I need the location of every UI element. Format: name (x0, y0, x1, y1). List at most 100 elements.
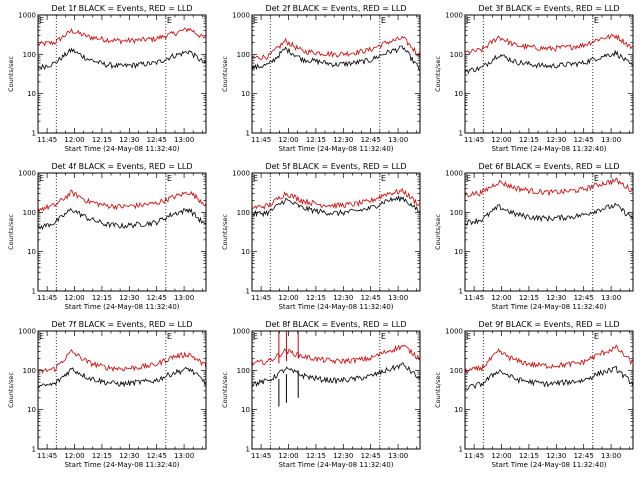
flag-mark: E (167, 332, 172, 341)
series-line-lld (465, 33, 633, 55)
y-tick-label: 10 (454, 90, 463, 98)
y-axis-label: Counts/sec (221, 372, 229, 408)
x-axis-label: Start Time (24-May-08 11:32:40) (64, 303, 179, 311)
series-line-lld (252, 35, 420, 61)
series-line-events (465, 365, 633, 390)
panel-6: Det 6f BLACK = Events, RED = LLD E E 1 10 100… (434, 162, 634, 311)
y-tick-label: 1 (459, 446, 463, 454)
panel-title: Det 5f BLACK = Events, RED = LLD (265, 162, 406, 171)
plot-frame (37, 330, 207, 450)
x-tick-label: 12:45 (361, 294, 381, 302)
x-tick-label: 12:45 (361, 136, 381, 144)
flag-mark: E (381, 332, 386, 341)
x-tick-label: 12:45 (574, 136, 594, 144)
plot-data (252, 331, 420, 407)
plot-frame (464, 330, 634, 450)
plot-data (465, 33, 633, 75)
x-tick-label: 12:30 (546, 136, 566, 144)
series-line-lld (38, 27, 206, 47)
series-line-lld (465, 344, 633, 375)
x-tick-label: 12:15 (519, 136, 539, 144)
panel-8: Det 8f BLACK = Events, RED = LLD E E 1 10 100… (221, 320, 421, 469)
x-tick-label: 12:00 (278, 136, 298, 144)
series-line-lld (465, 177, 633, 198)
y-tick-label: 1000 (232, 170, 250, 178)
y-tick-label: 100 (450, 209, 463, 217)
series-line-events (38, 207, 206, 231)
y-axis-label: Counts/sec (7, 56, 15, 92)
x-axis-label: Start Time (24-May-08 11:32:40) (64, 145, 179, 153)
x-tick-label: 12:15 (92, 452, 112, 460)
x-tick-label: 12:45 (361, 452, 381, 460)
plot-frame (37, 172, 207, 292)
series-line-lld (38, 189, 206, 213)
series-line-events (252, 362, 420, 388)
x-tick-label: 12:30 (333, 294, 353, 302)
flag-mark: E (381, 174, 386, 183)
plot-frame (251, 172, 421, 292)
y-axis-label: Counts/sec (434, 214, 442, 250)
x-tick-label: 12:30 (546, 452, 566, 460)
series-line-lld (38, 349, 206, 375)
y-tick-label: 10 (241, 406, 250, 414)
y-tick-label: 1 (246, 288, 250, 296)
x-tick-label: 12:15 (306, 136, 326, 144)
x-tick-label: 13:00 (601, 136, 621, 144)
y-tick-label: 1 (459, 130, 463, 138)
y-tick-label: 1000 (18, 328, 36, 336)
y-tick-label: 1 (32, 130, 36, 138)
panel-title: Det 8f BLACK = Events, RED = LLD (265, 320, 406, 329)
panel-1: Det 1f BLACK = Events, RED = LLD E E 1 10 100… (7, 4, 207, 153)
plot-data (38, 349, 206, 390)
series-line-lld (252, 344, 420, 366)
x-tick-label: 11:45 (251, 294, 271, 302)
x-tick-label: 11:45 (37, 294, 57, 302)
x-tick-label: 12:15 (306, 294, 326, 302)
x-tick-label: 12:30 (119, 136, 139, 144)
x-tick-label: 13:00 (174, 136, 194, 144)
panel-title: Det 7f BLACK = Events, RED = LLD (51, 320, 192, 329)
flag-mark: E (466, 174, 471, 183)
x-axis-label: Start Time (24-May-08 11:32:40) (491, 303, 606, 311)
x-axis-label: Start Time (24-May-08 11:32:40) (491, 461, 606, 469)
panel-3: Det 3f BLACK = Events, RED = LLD E E 1 10 100… (434, 4, 634, 153)
plot-data (252, 35, 420, 72)
panel-9: Det 9f BLACK = Events, RED = LLD E E 1 10 100… (434, 320, 634, 469)
flag-mark: E (594, 174, 599, 183)
panel-title: Det 9f BLACK = Events, RED = LLD (478, 320, 619, 329)
series-line-events (38, 47, 206, 71)
x-tick-label: 12:15 (92, 136, 112, 144)
flag-mark: E (253, 16, 258, 25)
y-tick-label: 1 (32, 446, 36, 454)
y-tick-label: 1 (459, 288, 463, 296)
y-axis-label: Counts/sec (221, 214, 229, 250)
y-tick-label: 100 (450, 367, 463, 375)
plot-frame (251, 330, 421, 450)
y-tick-label: 1 (246, 446, 250, 454)
x-tick-label: 13:00 (174, 452, 194, 460)
y-axis-label: Counts/sec (221, 56, 229, 92)
y-tick-label: 10 (454, 406, 463, 414)
plot-frame (37, 14, 207, 134)
series-line-lld (252, 187, 420, 211)
x-tick-label: 12:30 (546, 294, 566, 302)
x-tick-label: 12:15 (92, 294, 112, 302)
y-tick-label: 1000 (232, 12, 250, 20)
x-axis-label: Start Time (24-May-08 11:32:40) (278, 145, 393, 153)
panel-title: Det 3f BLACK = Events, RED = LLD (478, 4, 619, 13)
panel-title: Det 1f BLACK = Events, RED = LLD (51, 4, 192, 13)
x-tick-label: 12:45 (147, 136, 167, 144)
y-tick-label: 1000 (445, 328, 463, 336)
x-tick-label: 12:00 (64, 136, 84, 144)
y-tick-label: 10 (454, 248, 463, 256)
x-tick-label: 12:30 (333, 136, 353, 144)
x-tick-label: 11:45 (37, 452, 57, 460)
x-tick-label: 11:45 (251, 452, 271, 460)
y-axis-label: Counts/sec (434, 372, 442, 408)
y-tick-label: 100 (237, 367, 250, 375)
plot-data (252, 187, 420, 218)
x-tick-label: 12:15 (306, 452, 326, 460)
y-tick-label: 1000 (445, 170, 463, 178)
x-tick-label: 13:00 (388, 294, 408, 302)
flag-mark: E (167, 174, 172, 183)
